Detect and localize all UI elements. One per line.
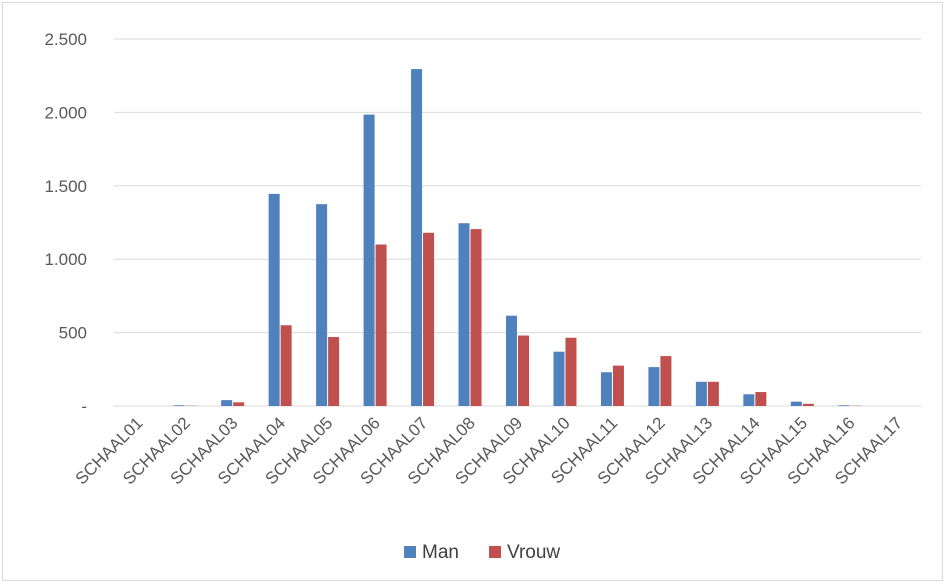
bar-vrouw-schaal13 [707,381,719,406]
bar-vrouw-schaal09 [518,335,529,406]
bar-man-schaal05 [316,204,328,406]
bars [173,69,862,407]
legend-swatch-man [404,546,416,558]
bar-man-schaal15 [790,401,802,406]
bar-man-schaal04 [268,193,280,406]
bar-man-schaal11 [600,372,612,406]
legend-swatch-vrouw [489,546,501,558]
bar-man-schaal02 [173,405,185,406]
bar-vrouw-schaal06 [375,244,387,406]
x-axis-tick-labels: SCHAAL01SCHAAL02SCHAAL03SCHAAL04SCHAAL05… [72,413,906,488]
bar-man-schaal06 [363,114,375,407]
bar-man-schaal03 [221,400,233,406]
legend-label-vrouw: Vrouw [507,542,560,563]
bar-man-schaal16 [838,405,850,406]
bar-vrouw-schaal11 [612,365,624,406]
bar-man-schaal12 [648,367,660,406]
y-tick-label: - [81,397,87,416]
bar-vrouw-schaal08 [470,229,482,406]
y-tick-label: 1.500 [44,177,87,196]
y-tick-label: 1.000 [44,250,87,269]
gridlines [114,38,921,407]
bar-man-schaal08 [458,223,470,406]
bar-vrouw-schaal12 [660,356,672,406]
y-tick-label: 2.000 [44,103,87,122]
bar-vrouw-schaal04 [280,325,292,406]
bar-man-schaal14 [743,394,755,406]
bar-vrouw-schaal03 [233,402,245,406]
bar-vrouw-schaal10 [565,337,577,406]
y-axis-tick-labels: - 500 1.000 1.500 2.000 2.500 [44,30,87,416]
bar-vrouw-schaal15 [802,403,814,406]
bar-vrouw-schaal07 [423,232,435,406]
bar-vrouw-schaal14 [755,392,767,406]
bar-man-schaal07 [411,69,423,407]
bar-vrouw-schaal05 [328,337,340,406]
bar-man-schaal13 [695,381,707,406]
y-tick-label: 2.500 [44,30,87,49]
legend-label-man: Man [422,542,459,563]
legend: Man Vrouw [404,542,560,563]
bar-man-schaal09 [506,315,517,406]
bar-chart: - 500 1.000 1.500 2.000 2.500 SCHAAL01SCHAAL0… [44,30,921,563]
y-tick-label: 500 [59,324,87,343]
bar-man-schaal10 [553,351,565,406]
